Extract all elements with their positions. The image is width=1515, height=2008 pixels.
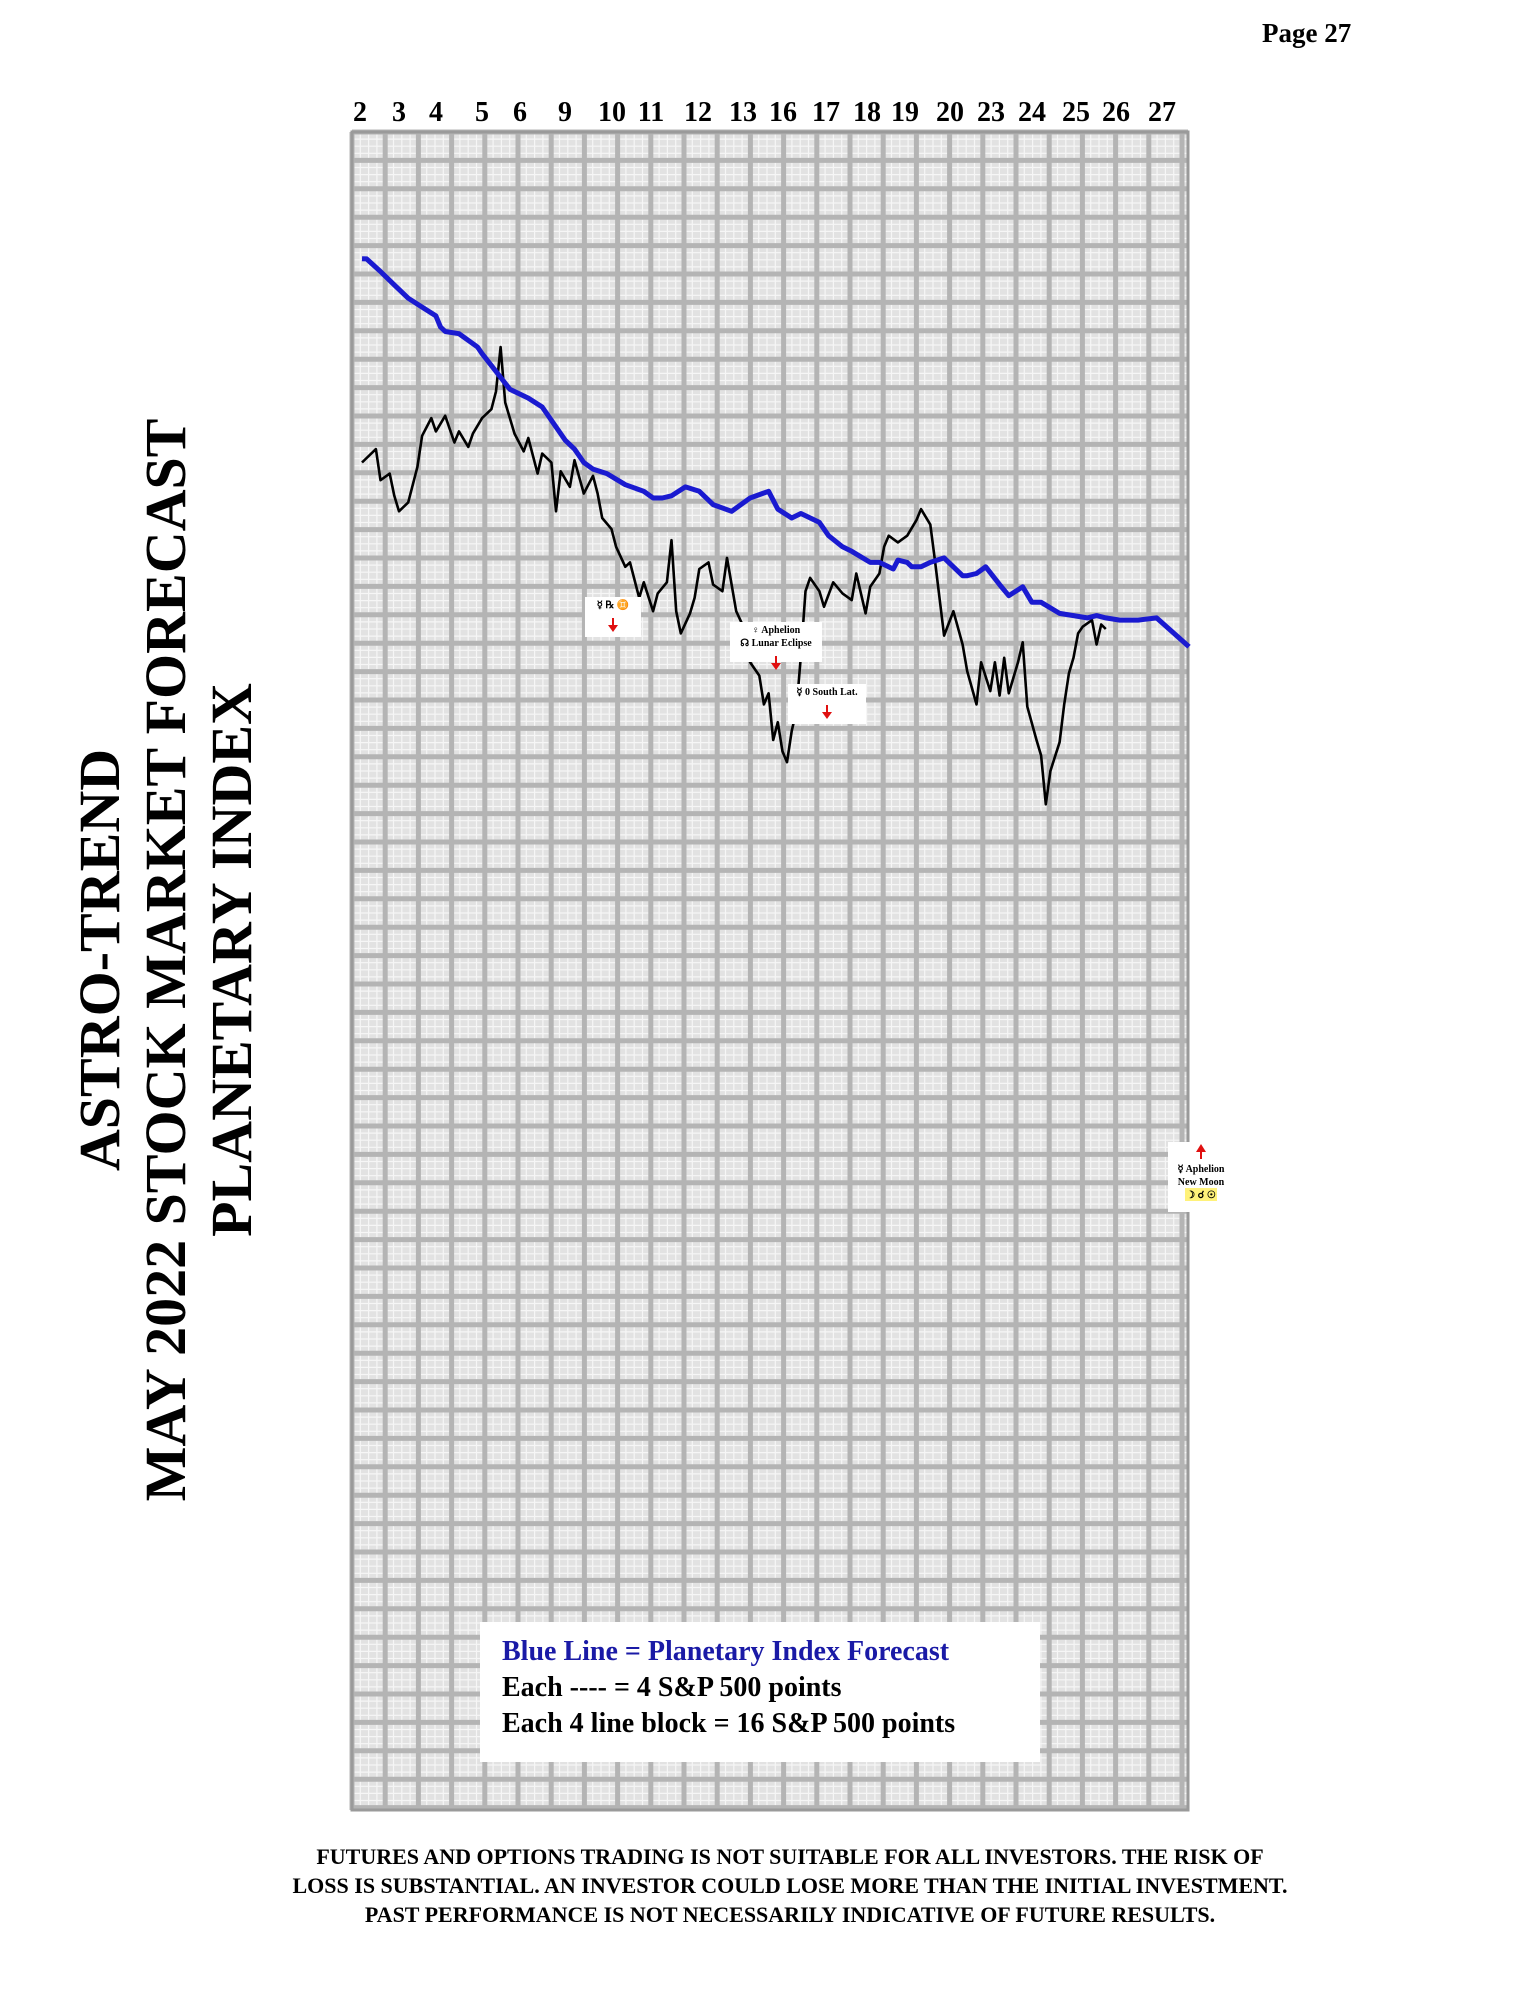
annotation-marker: ☿ ℞ ♊ — [585, 597, 641, 637]
arrow-head-icon — [822, 712, 832, 719]
annotation-label: New Moon — [1178, 1177, 1225, 1188]
annotation-label: ☿ ℞ ♊ — [597, 598, 630, 611]
legend-line-scale: Each ---- = 4 S&P 500 points — [502, 1672, 842, 1703]
disclaimer-line-3: PAST PERFORMANCE IS NOT NECESSARILY INDI… — [364, 1902, 1216, 1927]
risk-disclaimer: FUTURES AND OPTIONS TRADING IS NOT SUITA… — [200, 1842, 1380, 1929]
x-tick-label: 19 — [891, 97, 919, 128]
x-tick-label: 11 — [638, 97, 664, 128]
x-tick-label: 17 — [812, 97, 840, 128]
annotation-label: ☽ ☌ ☉ — [1186, 1190, 1216, 1201]
annotation-label: ☊ Lunar Eclipse — [740, 638, 812, 649]
legend: Blue Line = Planetary Index Forecast Eac… — [480, 1622, 1040, 1762]
x-tick-label: 18 — [853, 97, 881, 128]
x-tick-label: 2 — [353, 97, 367, 128]
plot-border — [350, 130, 1190, 1812]
x-tick-label: 20 — [936, 97, 964, 128]
arrow-up-icon — [1196, 1144, 1206, 1152]
x-tick-labels: 2 3 4 5 6 9 10 11 12 13 16 17 18 19 20 23 24 25 26 27 — [353, 97, 1176, 128]
annotation-marker: ♀ Aphelion ☊ Lunar Eclipse — [730, 622, 822, 670]
x-tick-label: 6 — [513, 97, 527, 128]
x-tick-label: 23 — [977, 97, 1005, 128]
x-tick-label: 24 — [1018, 97, 1046, 128]
arrow-head-icon — [608, 625, 618, 632]
legend-forecast-entry: Blue Line = Planetary Index Forecast — [502, 1636, 950, 1667]
chart-series — [361, 256, 1191, 806]
annotation-marker: ☿ Aphelion New Moon ☽ ☌ ☉ — [1168, 1142, 1234, 1212]
annotation-box — [730, 622, 822, 662]
x-tick-label: 3 — [392, 97, 406, 128]
annotation-label: ☿ Aphelion — [1178, 1164, 1225, 1175]
annotation-label: ☿ 0 South Lat. — [796, 687, 858, 698]
price-series-line — [361, 345, 1107, 806]
highlight-badge — [1185, 1188, 1217, 1201]
x-tick-label: 26 — [1102, 97, 1130, 128]
disclaimer-line-1: FUTURES AND OPTIONS TRADING IS NOT SUITA… — [316, 1844, 1264, 1869]
x-tick-label: 4 — [429, 97, 443, 128]
x-tick-label: 5 — [475, 97, 489, 128]
chart-annotations: ☿ ℞ ♊ ♀ Aphelion ☊ Lunar Eclipse ☿ 0 South … — [585, 597, 1234, 1212]
arrow-head-icon — [771, 663, 781, 670]
legend-block-scale: Each 4 line block = 16 S&P 500 points — [502, 1708, 956, 1739]
annotation-marker: ☿ 0 South Lat. — [788, 684, 866, 724]
disclaimer-line-2: LOSS IS SUBSTANTIAL. AN INVESTOR COULD L… — [292, 1873, 1288, 1898]
x-tick-label: 10 — [598, 97, 626, 128]
forecast-series-line — [361, 256, 1191, 649]
x-tick-label: 16 — [769, 97, 797, 128]
x-tick-label: 9 — [558, 97, 572, 128]
x-tick-label: 27 — [1148, 97, 1176, 128]
chart-grid — [349, 129, 1190, 1812]
annotation-label: ♀ Aphelion — [752, 625, 801, 636]
x-tick-label: 25 — [1062, 97, 1090, 128]
page-number: Page 27 — [1262, 18, 1352, 48]
grid-background — [352, 132, 1188, 1810]
x-tick-label: 13 — [729, 97, 757, 128]
x-tick-label: 12 — [684, 97, 712, 128]
